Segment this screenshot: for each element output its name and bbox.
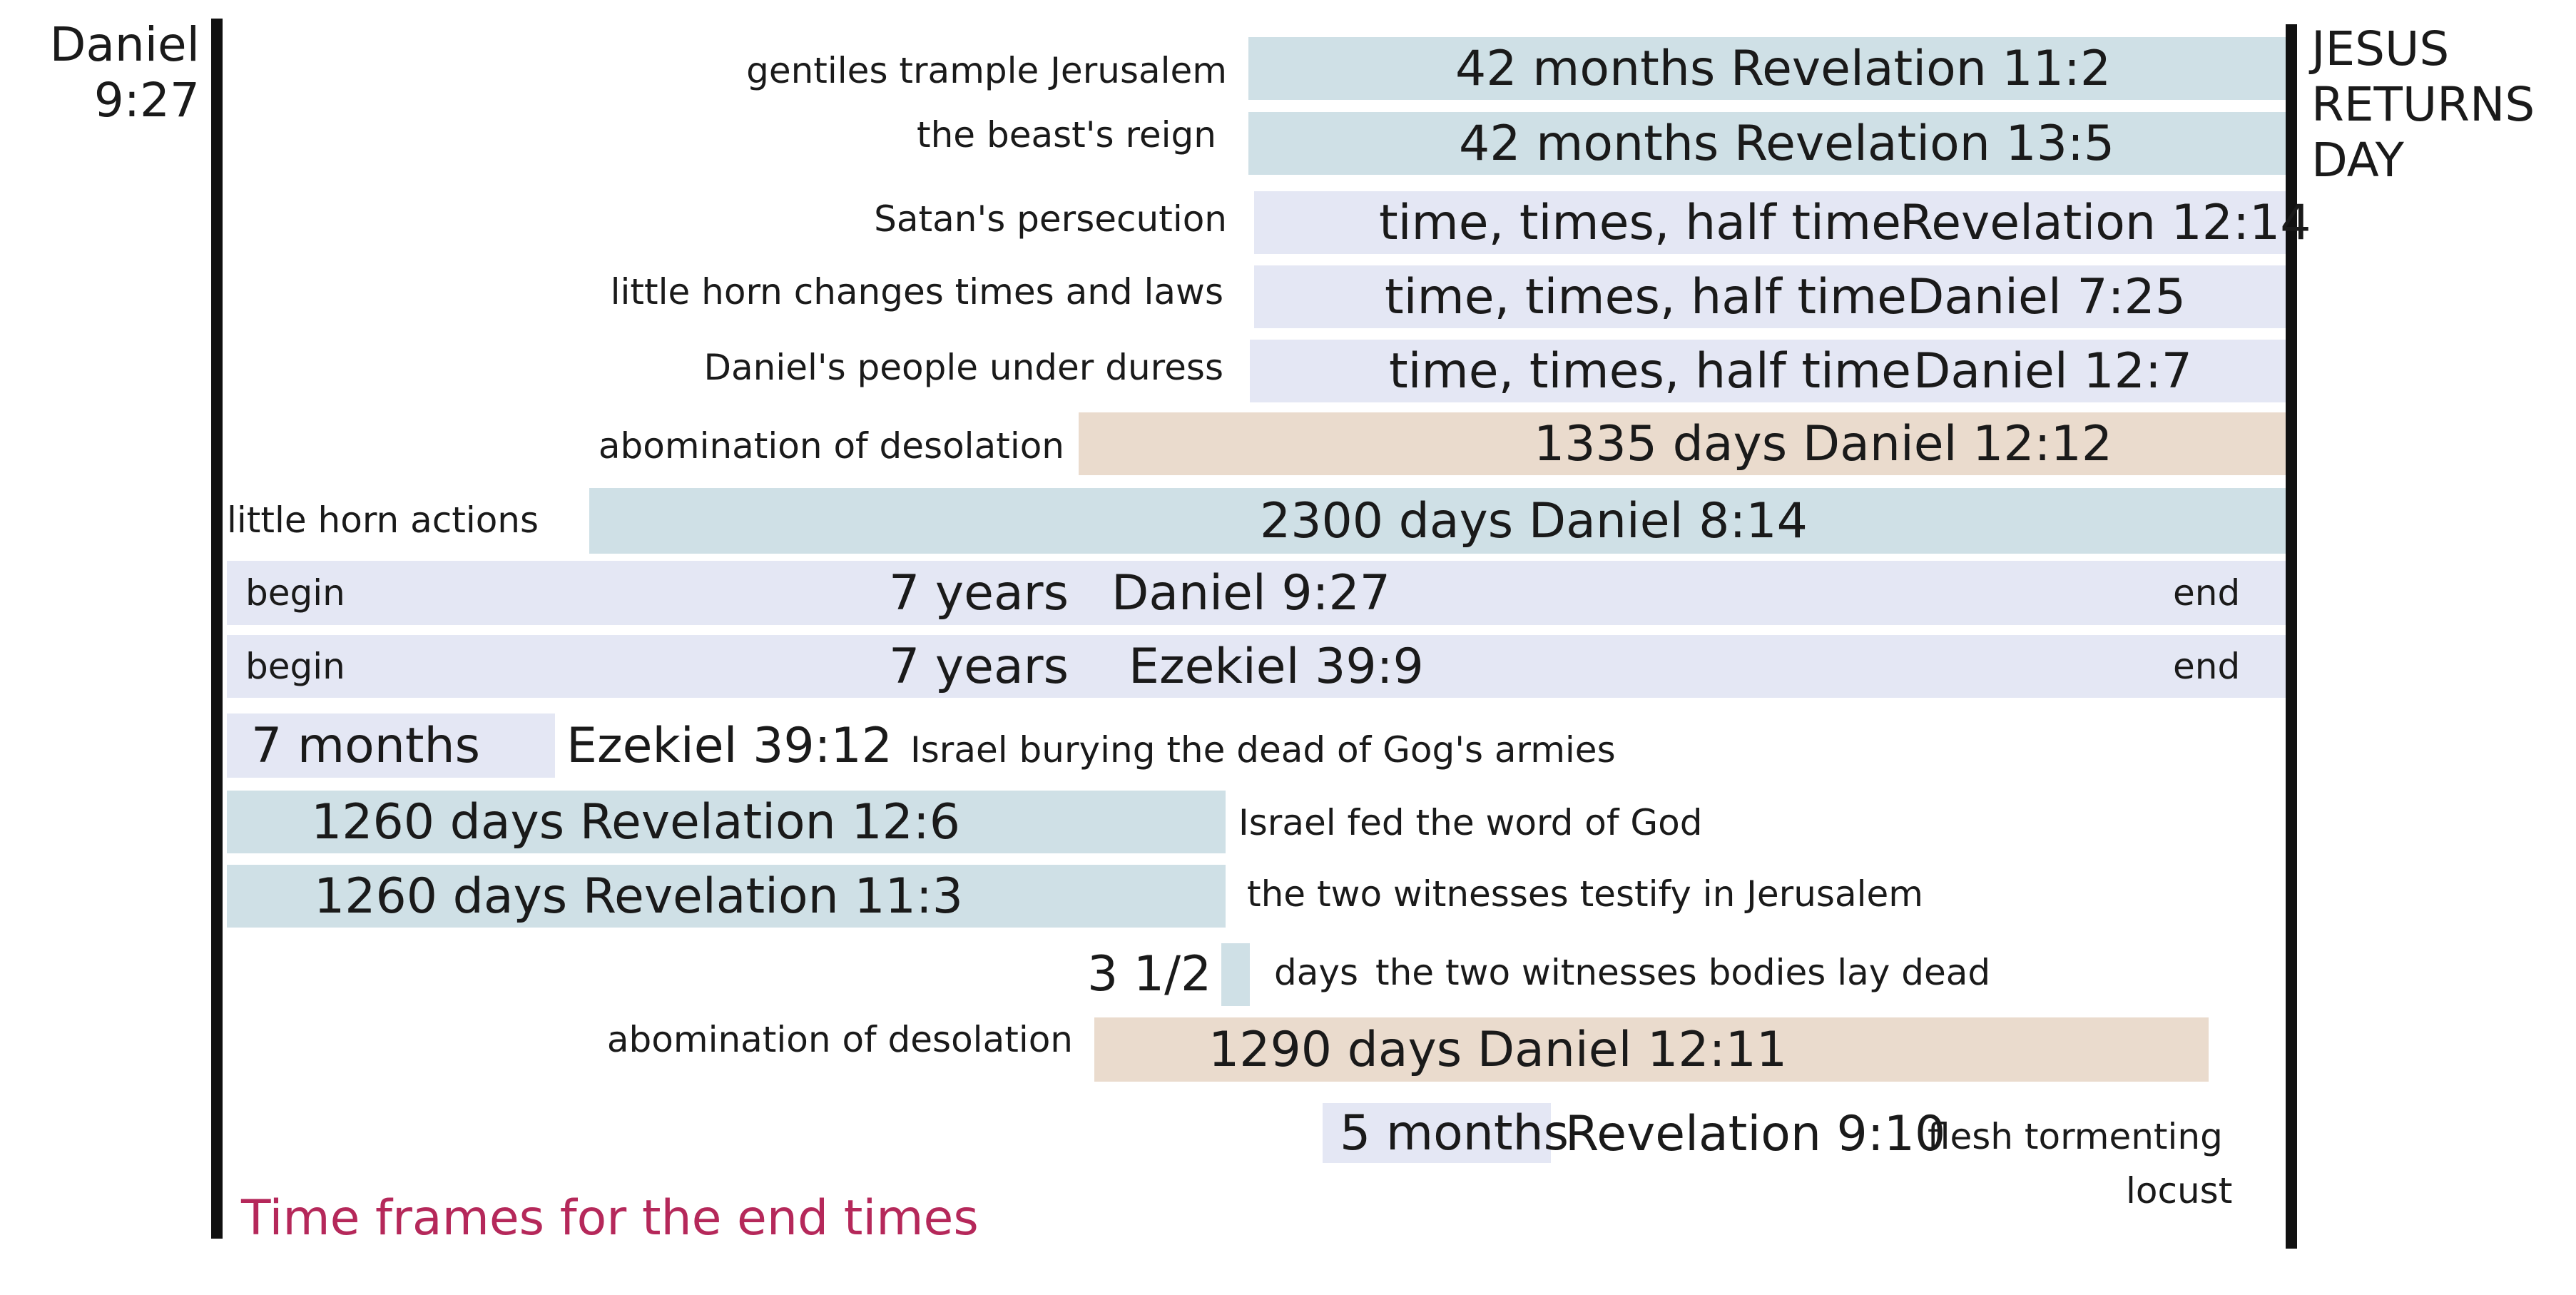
ref-revelation-9-10: Revelation 9:10: [1565, 1106, 1946, 1162]
end-line: [2286, 24, 2297, 1249]
bar-text: 2300 days Daniel 8:14: [1260, 492, 1808, 549]
note-two-witnesses: the two witnesses testify in Jerusalem: [1247, 873, 1923, 915]
bar-text-ref: Daniel 7:25: [1907, 268, 2186, 325]
row-label-gentiles: gentiles trample Jerusalem: [746, 50, 1227, 91]
right-heading-line-1: JESUS: [2311, 21, 2450, 76]
row-label-abomination-1335: abomination of desolation: [598, 425, 1064, 467]
bar-text-span: 7 years: [889, 638, 1069, 695]
begin-label: begin: [245, 646, 345, 687]
row-label-satan-persecution: Satan's persecution: [874, 198, 1227, 240]
right-heading: JESUS RETURNS DAY: [2311, 21, 2535, 188]
bar-7-years-dan-9-27: begin 7 years Daniel 9:27 end: [227, 561, 2286, 625]
span-3-1-2: 3 1/2: [1087, 946, 1212, 1002]
bar-text-span: 7 years: [889, 564, 1069, 621]
bar-text-ref: Revelation 12:14: [1900, 194, 2311, 251]
note-days: days: [1274, 952, 1359, 993]
bar-text-span: time, times, half time: [1379, 194, 1901, 251]
note-israel-fed: Israel fed the word of God: [1238, 802, 1703, 843]
bar-text-span: 5 months: [1340, 1104, 1569, 1162]
bar-42-months-rev-11-2: 42 months Revelation 11:2: [1248, 37, 2286, 100]
note-flesh-tormenting: flesh tormenting: [1928, 1116, 2223, 1157]
left-heading: Daniel 9:27: [29, 17, 200, 128]
bar-text: 1335 days Daniel 12:12: [1534, 415, 2113, 472]
row-label-daniels-people: Daniel's people under duress: [703, 347, 1223, 388]
bar-text: 1260 days Revelation 12:6: [311, 793, 961, 850]
left-heading-line-1: Daniel: [49, 17, 200, 72]
bar-1335-days: 1335 days Daniel 12:12: [1079, 412, 2286, 475]
bar-2300-days: 2300 days Daniel 8:14: [589, 488, 2286, 554]
right-heading-line-2: RETURNS: [2311, 77, 2535, 132]
row-label-abomination-1290: abomination of desolation: [606, 1019, 1073, 1060]
bar-3-1-2-days: [1221, 943, 1250, 1006]
end-label: end: [2173, 646, 2241, 687]
bar-text: 42 months Revelation 13:5: [1459, 115, 2115, 172]
bar-text-ref: Daniel 9:27: [1111, 564, 1391, 621]
note-bodies-lay-dead: the two witnesses bodies lay dead: [1375, 952, 1991, 993]
bar-text-span: time, times, half time: [1389, 342, 1911, 400]
end-label: end: [2173, 572, 2241, 614]
bar-7-years-ezek-39-9: begin 7 years Ezekiel 39:9 end: [227, 635, 2286, 698]
caption: Time frames for the end times: [241, 1190, 979, 1246]
bar-42-months-rev-13-5: 42 months Revelation 13:5: [1248, 112, 2286, 175]
left-heading-line-2: 9:27: [93, 73, 200, 128]
bar-1290-days: 1290 days Daniel 12:11: [1094, 1017, 2209, 1082]
bar-7-months: 7 months: [227, 713, 555, 778]
bar-text-ref: Daniel 12:7: [1913, 342, 2193, 400]
bar-text: 1290 days Daniel 12:11: [1208, 1021, 1788, 1078]
row-label-little-horn-actions: little horn actions: [227, 499, 539, 541]
bar-time-times-dan-12-7: time, times, half time Daniel 12:7: [1250, 340, 2286, 402]
note-israel-burying: Israel burying the dead of Gog's armies: [910, 729, 1616, 771]
row-label-beast-reign: the beast's reign: [917, 114, 1216, 156]
note-locust: locust: [2126, 1170, 2233, 1212]
start-line: [211, 19, 223, 1239]
bar-5-months: 5 months: [1323, 1103, 1569, 1163]
bar-time-times-dan-7-25: time, times, half time Daniel 7:25: [1254, 265, 2286, 328]
row-label-little-horn-changes: little horn changes times and laws: [610, 271, 1223, 313]
bar-time-times-rev-12-14: time, times, half time Revelation 12:14: [1254, 191, 2311, 254]
bar-text: 1260 days Revelation 11:3: [314, 868, 964, 925]
bar-text: 42 months Revelation 11:2: [1455, 40, 2112, 97]
bar-1260-days-rev-11-3: 1260 days Revelation 11:3: [227, 865, 1226, 928]
ref-ezekiel-39-12: Ezekiel 39:12: [566, 718, 893, 774]
bar-text-span: time, times, half time: [1385, 268, 1907, 325]
bar-text-span: 7 months: [251, 717, 481, 774]
begin-label: begin: [245, 572, 345, 614]
right-heading-line-3: DAY: [2311, 133, 2405, 188]
bar-1260-days-rev-12-6: 1260 days Revelation 12:6: [227, 791, 1226, 853]
bar-text-ref: Ezekiel 39:9: [1129, 638, 1424, 695]
